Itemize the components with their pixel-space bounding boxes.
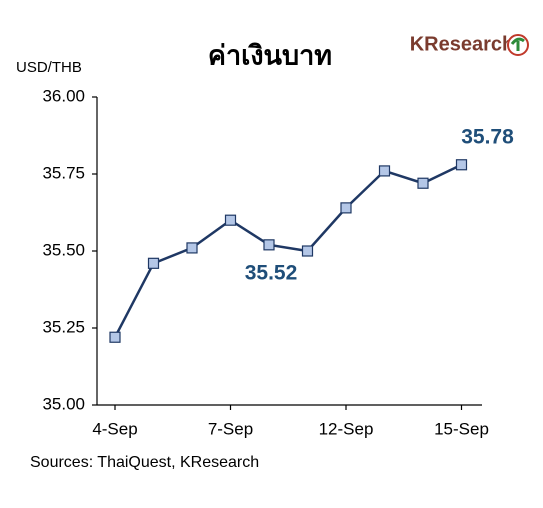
marker <box>378 165 391 177</box>
x-tick-label: 7-Sep <box>208 419 253 438</box>
value-label: 35.52 <box>245 261 298 284</box>
chart-title: ค่าเงินบาท <box>208 41 332 72</box>
marker <box>263 239 275 251</box>
y-tick-label: 36.00 <box>42 86 85 105</box>
x-tick-label: 4-Sep <box>92 419 137 438</box>
x-tick-label: 12-Sep <box>319 419 374 438</box>
y-tick-label: 35.25 <box>42 317 85 336</box>
marker <box>340 202 352 214</box>
marker <box>224 214 237 226</box>
marker <box>109 331 121 343</box>
logo: KResearch <box>410 33 515 55</box>
marker <box>301 245 314 257</box>
marker <box>417 177 429 189</box>
y-tick-label: 35.75 <box>42 163 85 182</box>
x-tick-label: 15-Sep <box>434 419 489 438</box>
source: Sources: ThaiQuest, KResearch <box>30 454 259 471</box>
line <box>113 163 463 338</box>
marker <box>455 159 468 171</box>
logo-leaf <box>510 37 525 51</box>
y-axis-label: USD/THB <box>16 59 82 76</box>
value-label: 35.78 <box>461 125 514 148</box>
y-tick-label: 35.50 <box>42 240 85 259</box>
y-tick-label: 35.00 <box>42 394 85 413</box>
marker <box>186 242 198 254</box>
marker <box>147 257 160 269</box>
